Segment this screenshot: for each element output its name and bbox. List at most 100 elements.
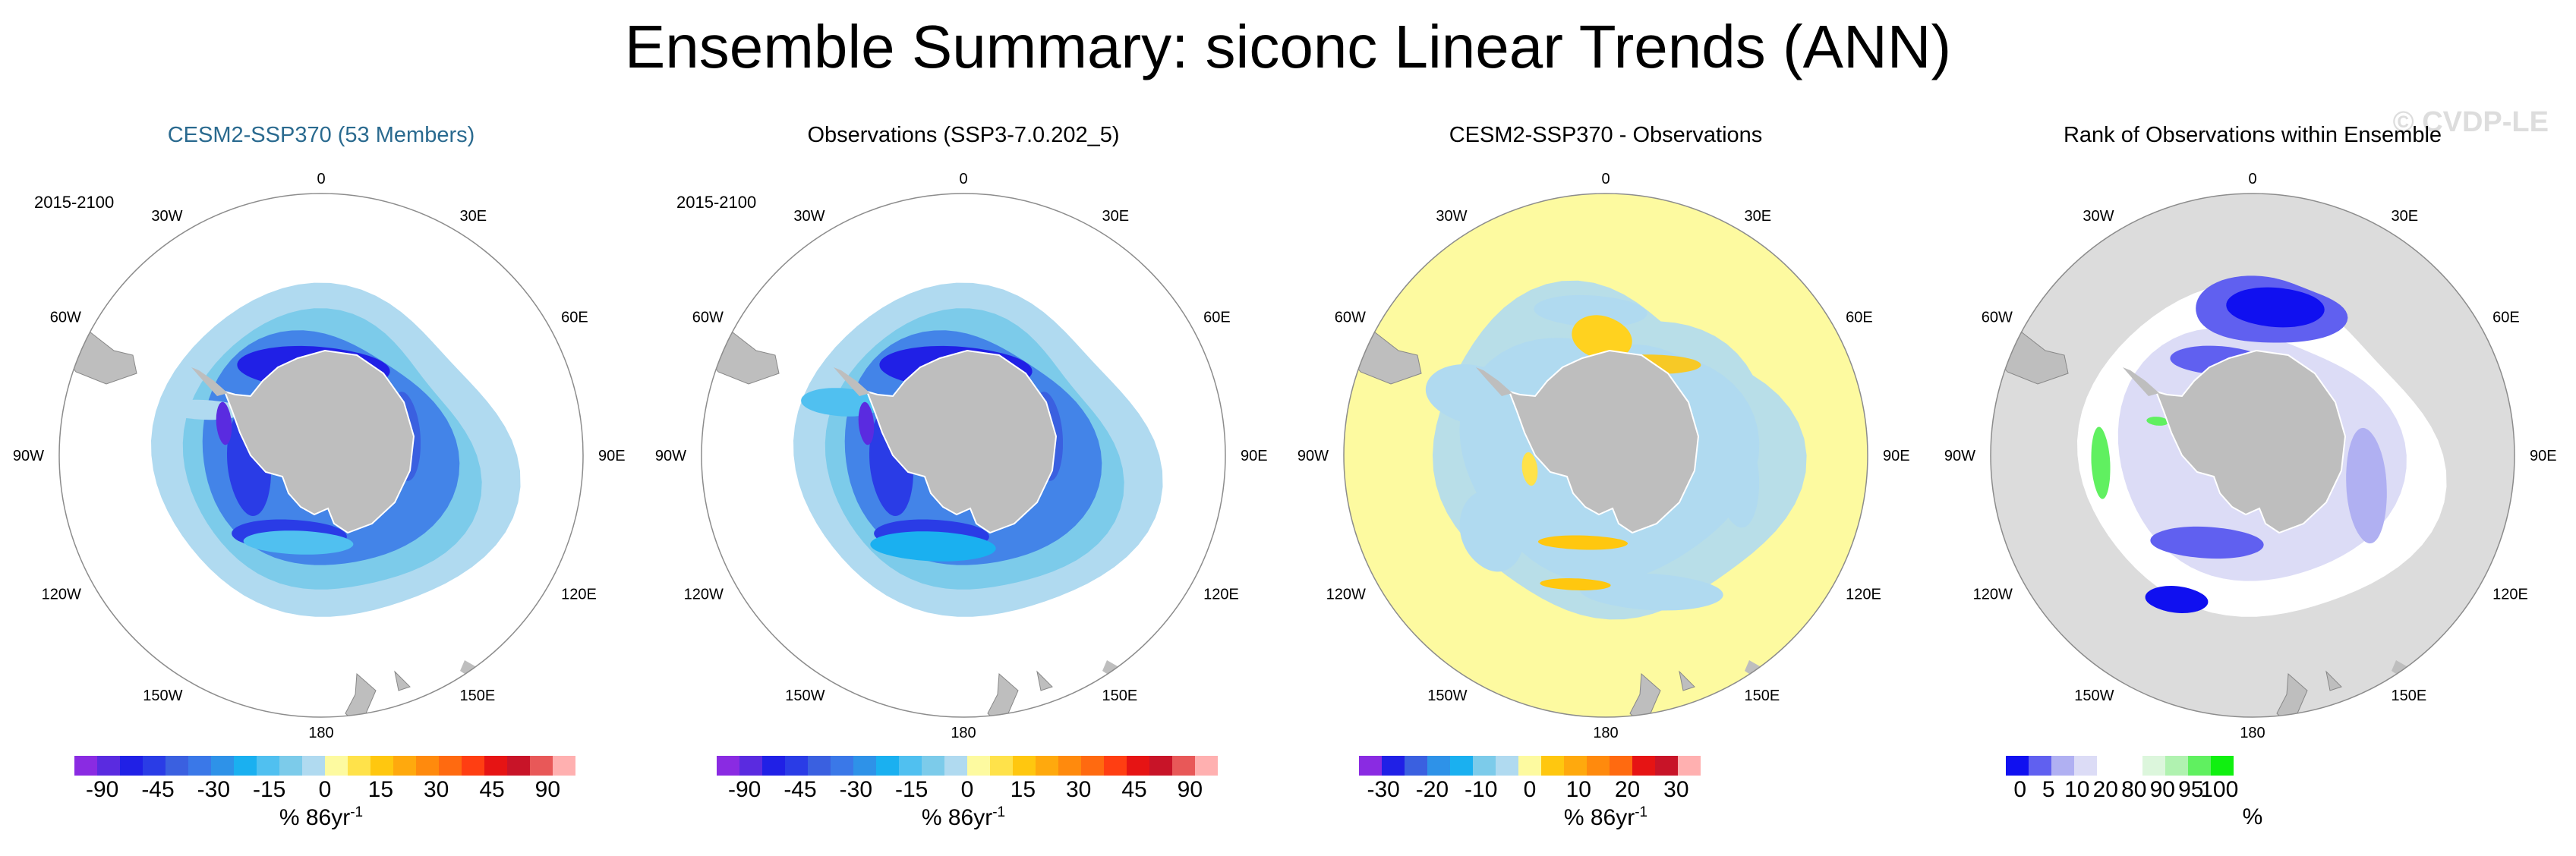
longitude-label: 180	[951, 725, 976, 741]
colorbar-swatch	[1127, 756, 1149, 776]
colorbar-tick-label: 30	[1065, 777, 1092, 802]
longitude-label: 90E	[1883, 448, 1910, 464]
colorbar-swatch	[1149, 756, 1172, 776]
colorbar-swatch	[2051, 756, 2074, 776]
longitude-label: 30W	[2083, 208, 2114, 225]
colorbar-swatch	[2188, 756, 2211, 776]
colorbar-swatch	[899, 756, 922, 776]
colorbar-tick-label: 45	[1121, 777, 1147, 802]
colorbar-tick-label: 20	[2092, 777, 2118, 802]
colorbar	[2006, 756, 2234, 776]
polar-map: 0 30E 60E 90E 120E 150E 180 150W 120W 90W 60W 30W	[655, 171, 1268, 741]
colorbar-swatch	[1496, 756, 1518, 776]
colorbar-tick-label: -10	[1465, 777, 1498, 802]
period-label: 2015-2100	[676, 193, 757, 212]
colorbar-swatch	[1058, 756, 1081, 776]
colorbar-swatch	[1564, 756, 1587, 776]
colorbar-tick-label: -45	[784, 777, 817, 802]
colorbar-swatch	[853, 756, 876, 776]
longitude-label: 120E	[561, 587, 597, 603]
colorbar-tick-label: -90	[727, 777, 761, 802]
panel-difference: CESM2-SSP370 - Observations 0 30E 60E 90E 12…	[1285, 114, 1927, 856]
units-text: %	[2242, 804, 2263, 829]
longitude-label: 90W	[655, 448, 686, 464]
units-exponent: -1	[350, 804, 364, 820]
panel-title: Rank of Observations within Ensemble	[2063, 123, 2442, 147]
units-exponent: -1	[1635, 804, 1648, 820]
colorbar-swatch	[2097, 756, 2120, 776]
colorbar-tick-label: -30	[1367, 777, 1400, 802]
longitude-label: 0	[2248, 171, 2256, 187]
colorbar-swatch	[1610, 756, 1632, 776]
colorbar-swatch	[1541, 756, 1564, 776]
colorbar-swatch	[717, 756, 739, 776]
colorbar	[74, 756, 575, 776]
longitude-label: 120W	[42, 587, 81, 603]
longitude-label: 0	[317, 171, 325, 187]
longitude-label: 150E	[2392, 688, 2427, 704]
colorbar-swatch	[393, 756, 416, 776]
longitude-label: 0	[1601, 171, 1610, 187]
map-boundary	[701, 193, 1226, 718]
colorbar-tick-label: 80	[2121, 777, 2147, 802]
watermark: © CVDP-LE	[2392, 106, 2549, 138]
colorbar-swatch	[507, 756, 530, 776]
colorbar-swatch	[1382, 756, 1405, 776]
colorbar-swatch	[1036, 756, 1058, 776]
colorbar-tick-label: 100	[2200, 777, 2239, 802]
longitude-label: 60W	[692, 310, 724, 326]
longitude-label: 90E	[1241, 448, 1268, 464]
colorbar-swatch	[166, 756, 188, 776]
colorbar-tick-label: -30	[839, 777, 873, 802]
longitude-label: 150E	[460, 688, 496, 704]
longitude-label: 120W	[684, 587, 724, 603]
colorbar-swatch	[944, 756, 967, 776]
colorbar-swatch	[97, 756, 120, 776]
colorbar-swatch	[120, 756, 143, 776]
longitude-label: 150E	[1745, 688, 1780, 704]
longitude-label: 180	[1593, 725, 1618, 741]
longitude-label: 30E	[460, 208, 487, 225]
panel-model-trend: CESM2-SSP370 (53 Members) 0 30E 60E 90E 120E…	[0, 114, 642, 856]
colorbar-tick-label: -45	[141, 777, 175, 802]
longitude-label: 150W	[2074, 688, 2114, 704]
colorbar-tick-label: 90	[2149, 777, 2175, 802]
colorbar-tick-label: 15	[367, 777, 394, 802]
antarctic-peninsula	[834, 367, 870, 396]
colorbar-swatch	[370, 756, 393, 776]
longitude-label: 30E	[1745, 208, 1772, 225]
colorbar-swatch	[2165, 756, 2188, 776]
colorbar-swatch	[1013, 756, 1036, 776]
colorbar-tick-label: 90	[534, 777, 561, 802]
colorbar-swatch	[257, 756, 279, 776]
colorbar-swatch	[808, 756, 831, 776]
longitude-label: 30E	[1102, 208, 1130, 225]
colorbar-swatch	[439, 756, 462, 776]
figure-title: Ensemble Summary: siconc Linear Trends (…	[624, 13, 1952, 80]
colorbar-swatch	[530, 756, 553, 776]
colorbar-tick-label: 10	[1565, 777, 1591, 802]
colorbar-units: % 86yr-1	[1285, 804, 1927, 831]
map-boundary	[58, 193, 584, 718]
period-label: 2015-2100	[34, 193, 115, 212]
longitude-label: 90E	[598, 448, 626, 464]
colorbar-swatch	[348, 756, 370, 776]
colorbar-swatch	[1172, 756, 1195, 776]
units-text: % 86yr	[1563, 805, 1635, 830]
colorbar-swatch	[1104, 756, 1127, 776]
antarctica	[865, 349, 1058, 534]
units-text: % 86yr	[921, 805, 993, 830]
longitude-label: 60E	[1846, 310, 1873, 326]
antarctica	[223, 349, 415, 534]
colorbar-units: % 86yr-1	[0, 804, 642, 831]
panel-rank: Rank of Observations within Ensemble 0 30…	[1931, 114, 2574, 856]
colorbar-swatch	[325, 756, 348, 776]
new-zealand	[2276, 670, 2342, 717]
colorbar-tick-label: 0	[2013, 777, 2027, 802]
longitude-label: 30W	[151, 208, 182, 225]
colorbar-swatch	[279, 756, 302, 776]
colorbar-swatch	[2142, 756, 2165, 776]
colorbar-swatch	[1450, 756, 1473, 776]
colorbar-swatch	[2029, 756, 2051, 776]
colorbar-swatch	[1359, 756, 1382, 776]
